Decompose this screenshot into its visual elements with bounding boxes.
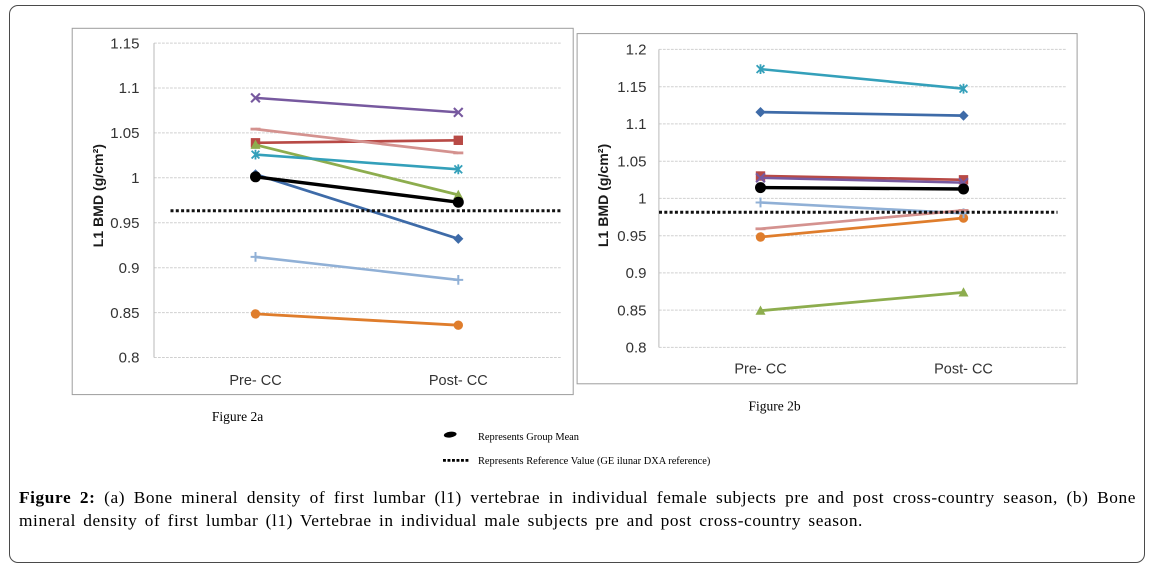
svg-text:L1 BMD (g/cm²): L1 BMD (g/cm²): [90, 144, 106, 247]
svg-text:1.05: 1.05: [617, 153, 646, 170]
svg-text:Post- CC: Post- CC: [934, 362, 993, 378]
svg-text:1.1: 1.1: [626, 116, 647, 133]
svg-text:0.85: 0.85: [617, 302, 646, 319]
svg-text:1.15: 1.15: [110, 35, 139, 52]
svg-text:1.1: 1.1: [119, 80, 140, 97]
svg-text:0.9: 0.9: [626, 265, 647, 282]
svg-text:0.95: 0.95: [617, 228, 646, 245]
svg-text:1: 1: [131, 170, 139, 187]
svg-text:0.95: 0.95: [110, 215, 139, 232]
svg-text:Pre- CC: Pre- CC: [734, 362, 786, 378]
svg-text:Post- CC: Post- CC: [429, 373, 488, 389]
svg-text:L1 BMD (g/cm²): L1 BMD (g/cm²): [595, 144, 611, 247]
svg-text:Figure 2a: Figure 2a: [212, 409, 263, 424]
svg-text:1.05: 1.05: [110, 125, 139, 142]
svg-text:Pre- CC: Pre- CC: [229, 373, 281, 389]
svg-text:0.8: 0.8: [119, 350, 140, 367]
svg-text:Figure 2b: Figure 2b: [749, 398, 801, 413]
svg-text:Represents Group Mean: Represents Group Mean: [478, 432, 580, 443]
svg-text:1: 1: [638, 191, 646, 208]
svg-text:Represents Reference Value (GE: Represents Reference Value (GE ilunar DX…: [478, 456, 710, 467]
svg-text:1.15: 1.15: [617, 79, 646, 96]
svg-text:0.8: 0.8: [626, 340, 647, 357]
svg-text:0.85: 0.85: [110, 305, 139, 322]
svg-text:1.2: 1.2: [626, 42, 647, 59]
svg-text:0.9: 0.9: [119, 260, 140, 277]
